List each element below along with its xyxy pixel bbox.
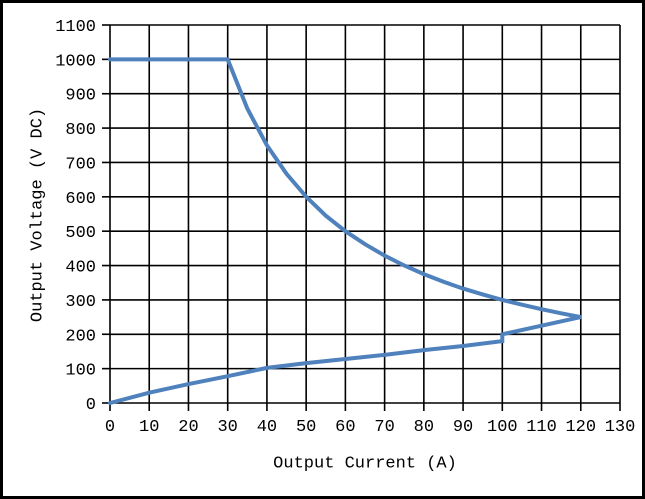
y-tick-label: 1000 xyxy=(55,52,96,71)
y-tick-label: 200 xyxy=(65,327,96,346)
x-tick-label: 30 xyxy=(217,418,237,437)
y-tick-label: 700 xyxy=(65,155,96,174)
x-tick-label: 80 xyxy=(414,418,434,437)
x-tick-label: 50 xyxy=(296,418,316,437)
x-tick-label: 110 xyxy=(526,418,557,437)
y-tick-label: 800 xyxy=(65,121,96,140)
y-tick-label: 1100 xyxy=(55,18,96,37)
x-tick-label: 40 xyxy=(257,418,277,437)
x-tick-label: 130 xyxy=(605,418,636,437)
output-envelope-curve xyxy=(108,57,582,405)
x-tick-label: 60 xyxy=(335,418,355,437)
x-tick-label: 90 xyxy=(453,418,473,437)
y-axis-title: Output Voltage (V DC) xyxy=(28,107,48,323)
x-tick-label: 20 xyxy=(178,418,198,437)
y-tick-label: 300 xyxy=(65,293,96,312)
x-tick-label: 100 xyxy=(487,418,518,437)
y-tick-label: 100 xyxy=(65,362,96,381)
x-tick-label: 0 xyxy=(105,418,115,437)
y-tick-label: 900 xyxy=(65,87,96,106)
x-axis-title: Output Current (A) xyxy=(273,454,457,474)
x-tick-label: 10 xyxy=(139,418,159,437)
y-tick-label: 400 xyxy=(65,259,96,278)
x-tick-label: 70 xyxy=(374,418,394,437)
y-tick-label: 0 xyxy=(86,396,96,415)
y-tick-label: 500 xyxy=(65,224,96,243)
y-tick-label: 600 xyxy=(65,190,96,209)
x-tick-label: 120 xyxy=(565,418,596,437)
